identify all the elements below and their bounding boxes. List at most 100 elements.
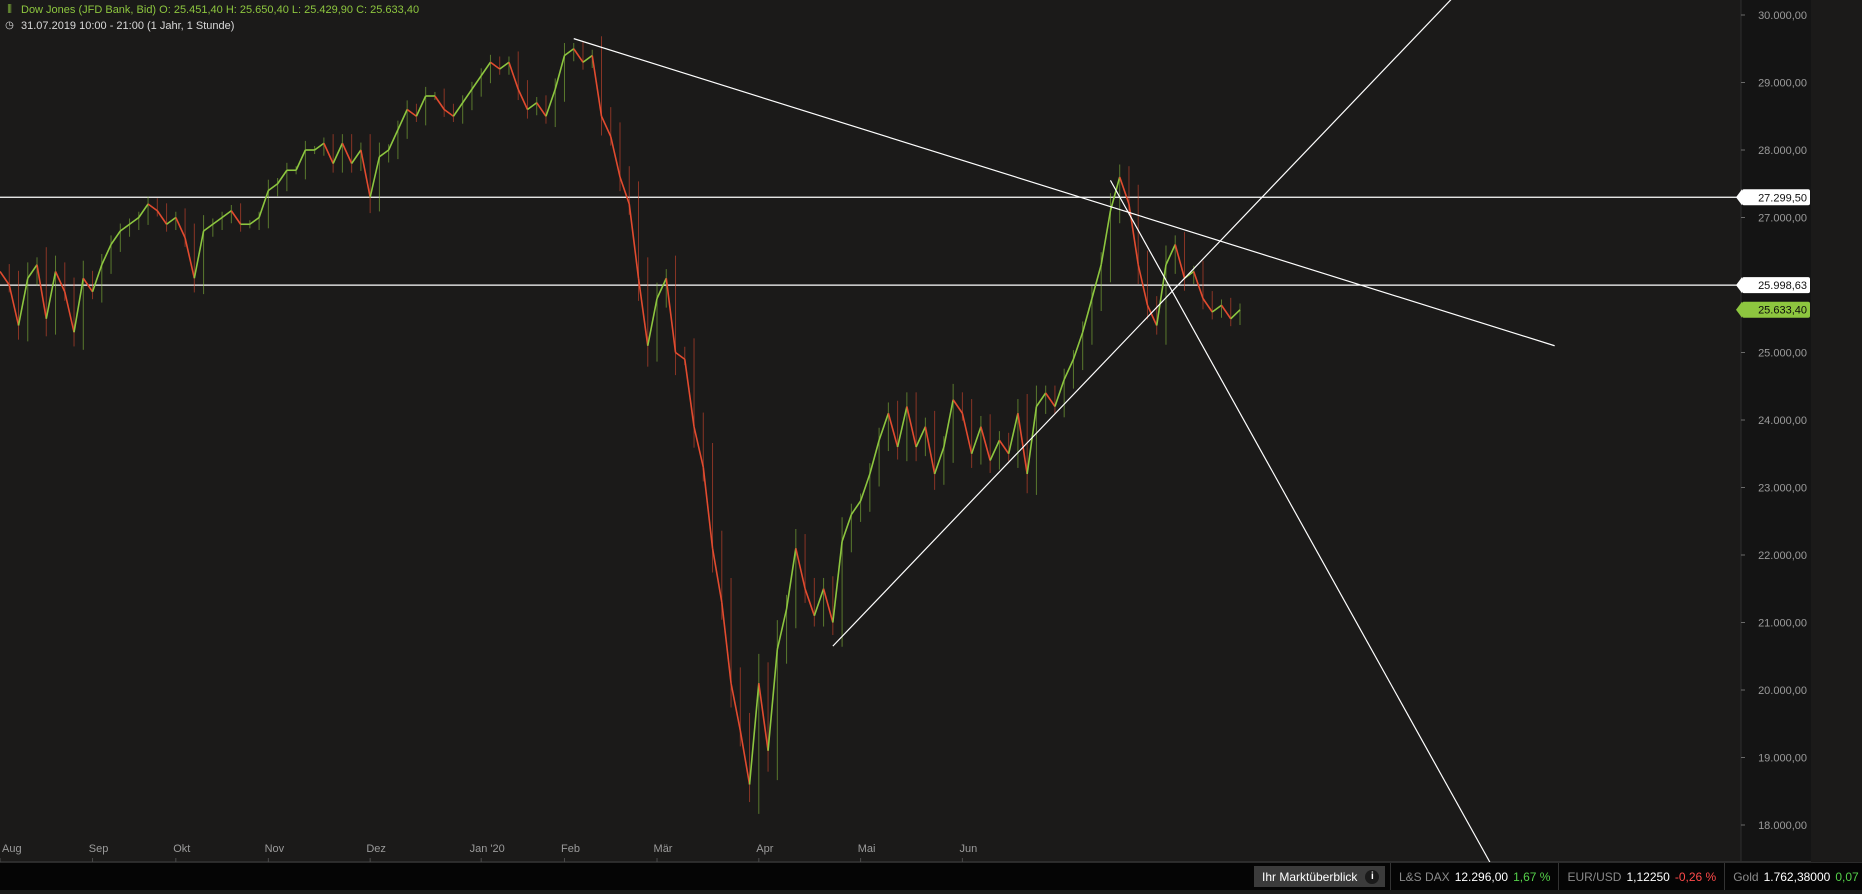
price-segment xyxy=(683,359,695,427)
price-segment xyxy=(8,284,20,326)
price-segment xyxy=(1202,298,1213,313)
price-segment xyxy=(878,412,890,441)
current-price-arrow xyxy=(1736,301,1742,318)
price-segment xyxy=(45,271,57,319)
price-segment xyxy=(221,210,232,219)
candlestick-icon: ⫼ xyxy=(7,4,12,15)
ticker-value: 12.296,00 xyxy=(1454,869,1509,884)
price-segment xyxy=(1007,413,1019,454)
price-segment xyxy=(1035,392,1047,407)
price-segment xyxy=(1072,331,1084,360)
price-segment xyxy=(665,278,677,353)
price-segment xyxy=(609,136,621,178)
price-segment xyxy=(1155,264,1167,326)
x-month-label: Jan '20 xyxy=(470,843,505,855)
price-segment xyxy=(980,426,991,461)
price-segment xyxy=(1174,244,1186,279)
price-segment xyxy=(489,61,501,70)
x-month-label: Mai xyxy=(858,843,876,855)
price-segment xyxy=(1045,392,1056,407)
y-tick-label: 30.000,00 xyxy=(1758,10,1807,22)
price-segment xyxy=(536,102,547,117)
price-segment xyxy=(434,95,445,110)
level-tag-arrow xyxy=(1736,277,1742,294)
price-segment xyxy=(582,54,593,63)
x-month-label: Jun xyxy=(960,843,978,855)
price-segment xyxy=(637,278,649,346)
price-segment xyxy=(739,730,751,785)
price-segment xyxy=(249,216,260,225)
x-month-label: Aug xyxy=(2,843,22,855)
ticker-item[interactable]: L&S DAX 12.296,00 1,67 % xyxy=(1390,863,1558,890)
price-segment xyxy=(369,156,381,198)
price-segment xyxy=(175,217,186,239)
price-segment xyxy=(1063,358,1075,380)
price-segment xyxy=(193,230,205,279)
ticker-item[interactable]: Gold 1.762,38000 0,07 % xyxy=(1724,863,1862,890)
price-segment xyxy=(1100,210,1112,265)
price-segment xyxy=(573,48,584,63)
y-tick-label: 29.000,00 xyxy=(1758,78,1807,90)
short-term-downtrend-line[interactable] xyxy=(1109,180,1491,863)
price-segment xyxy=(896,406,908,448)
price-segment xyxy=(998,439,1010,455)
price-segment xyxy=(378,149,390,158)
price-segment xyxy=(156,210,168,225)
price-segment xyxy=(17,278,29,326)
price-segment xyxy=(63,291,75,333)
price-segment xyxy=(850,500,862,515)
price-segment xyxy=(887,413,899,448)
current-price-tag xyxy=(1742,301,1810,318)
price-segment xyxy=(646,298,658,346)
price-segment xyxy=(952,399,964,414)
ticker-name: EUR/USD xyxy=(1567,869,1622,884)
price-segment xyxy=(341,142,353,164)
price-segment xyxy=(415,95,427,117)
price-segment xyxy=(832,541,843,623)
price-segment xyxy=(129,216,140,225)
price-segment xyxy=(138,203,149,218)
clock-icon: ◷ xyxy=(5,20,14,31)
price-segment xyxy=(110,230,121,245)
ticker-value: 1,12250 xyxy=(1626,869,1670,884)
level-price-tag xyxy=(1742,277,1810,294)
ticker-change: -0,26 % xyxy=(1674,869,1717,884)
price-segment xyxy=(730,683,742,731)
price-segment xyxy=(499,61,510,70)
price-segment xyxy=(1054,379,1065,407)
price-segment xyxy=(1128,203,1139,265)
price-segment xyxy=(462,88,473,104)
y-tick-label: 18.000,00 xyxy=(1758,820,1807,832)
y-tick-label: 28.000,00 xyxy=(1758,145,1807,157)
price-segment xyxy=(1211,304,1222,313)
timeframe-row: ◷ 31.07.2019 10:00 - 21:00 (1 Jahr, 1 St… xyxy=(4,18,419,34)
market-overview-button[interactable]: Ihr Marktüberblick i xyxy=(1254,866,1386,887)
y-tick-label: 20.000,00 xyxy=(1758,685,1807,697)
price-segment xyxy=(1230,309,1241,320)
price-segment xyxy=(350,149,362,164)
price-segment xyxy=(961,413,973,454)
price-segment xyxy=(600,115,612,137)
downtrend-resistance-line[interactable] xyxy=(573,38,1555,347)
price-segment xyxy=(564,48,575,57)
info-icon[interactable]: i xyxy=(1365,869,1380,884)
price-segment xyxy=(970,426,982,455)
price-segment xyxy=(119,223,131,232)
price-segment xyxy=(212,216,223,225)
x-month-label: Dez xyxy=(366,843,386,855)
price-segment xyxy=(323,142,334,164)
price-segment xyxy=(758,683,769,751)
price-segment xyxy=(332,142,344,164)
price-segment xyxy=(619,176,631,205)
uptrend-support-line[interactable] xyxy=(832,0,1462,647)
timeframe-label: 31.07.2019 10:00 - 21:00 (1 Jahr, 1 Stun… xyxy=(21,20,235,32)
ticker-name: L&S DAX xyxy=(1399,869,1450,884)
ticker-item[interactable]: EUR/USD 1,12250 -0,26 % xyxy=(1558,863,1724,890)
price-segment xyxy=(943,399,954,448)
price-segment xyxy=(267,183,279,192)
price-segment xyxy=(443,108,454,117)
market-overview-label: Ihr Marktüberblick xyxy=(1262,869,1358,884)
x-month-label: Sep xyxy=(89,843,109,855)
